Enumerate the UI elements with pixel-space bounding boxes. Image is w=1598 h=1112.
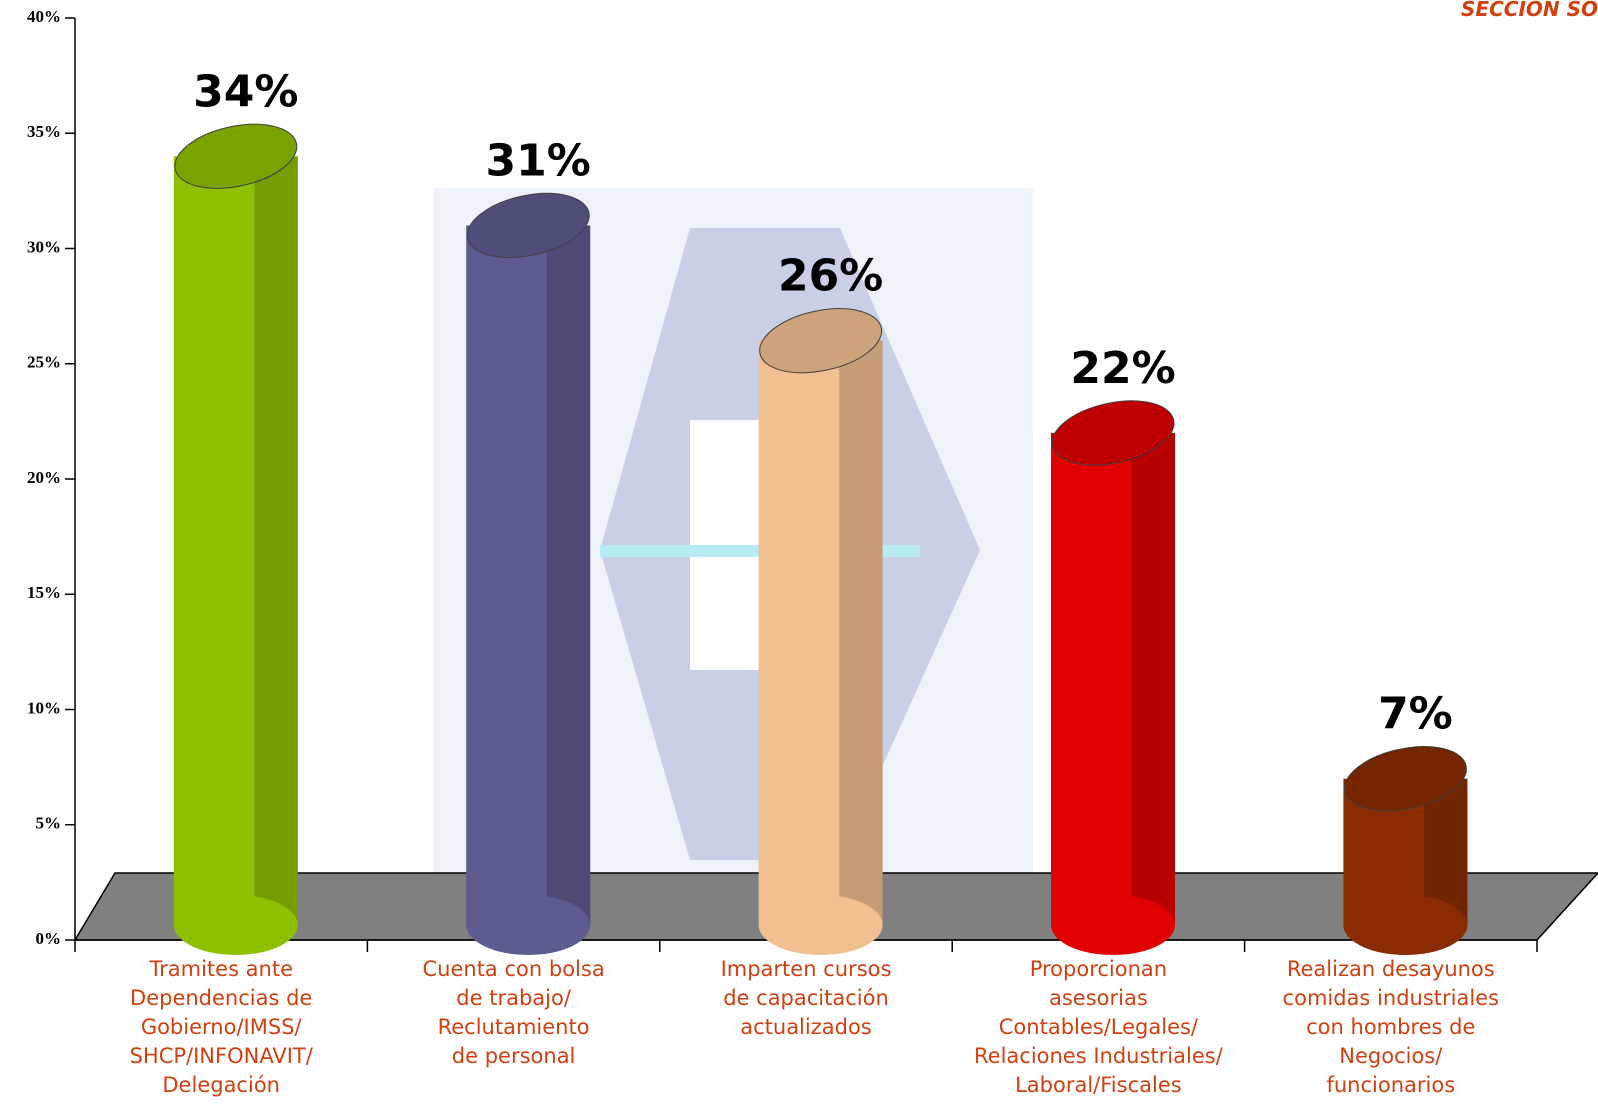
x-tick-label-line: asesorias [1049,986,1148,1010]
x-tick-label-line: Contables/Legales/ [999,1015,1199,1039]
x-tick-label-line: Tramites ante [148,957,293,981]
cylinder [1343,746,1468,955]
bar-top [174,123,298,189]
x-tick-label: Realizan desayunos comidas industriales co… [1283,957,1500,1097]
y-tick-label: 15% [27,583,61,602]
bar-base [1051,895,1176,955]
x-tick-label-line: de capacitación [723,986,889,1010]
x-tick-label-line: con hombres de [1306,1015,1475,1039]
x-tick-label-line: Laboral/Fiscales [1015,1073,1182,1097]
x-tick-label-line: Imparten cursos [721,957,892,981]
value-label: 31% [486,135,591,186]
bar-base [758,895,883,955]
x-tick-label-line: Proporcionan [1030,957,1167,981]
y-tick-label: 0% [36,929,62,948]
x-tick-label-line: Cuenta con bolsa [423,957,605,981]
value-label: 34% [193,66,298,117]
bar-base [1343,895,1468,955]
x-tick-label-line: Delegación [162,1073,280,1097]
y-tick-label: 5% [36,814,62,833]
x-tick-label-line: de personal [452,1044,576,1068]
y-tick-label: 25% [27,353,61,372]
bar [173,156,298,926]
x-tick-label-line: Dependencias de [130,986,312,1010]
bar-top-shade [1344,746,1467,811]
x-tick-label-line: Relaciones Industriales/ [974,1044,1224,1068]
bar-top-shade [1052,400,1174,465]
x-tick-label-line: de trabajo/ [456,986,572,1010]
chart-title: SECCION SO [1461,0,1598,21]
bar [466,225,591,925]
value-label: 7% [1378,689,1453,740]
bar-top-shade [174,124,297,189]
cylinder [173,123,298,955]
value-label: 22% [1070,343,1175,394]
bar-top-shade [467,193,590,258]
x-tick-label-line: funcionarios [1326,1073,1455,1097]
x-tick-label-line: SHCP/INFONAVIT/ [130,1044,314,1068]
bar-base [173,895,298,955]
x-tick-label: Proporcionan asesorias Contables/Legales/R… [974,957,1224,1097]
x-tick-label-line: Realizan desayunos [1287,957,1495,981]
x-tick-label-line: Negocios/ [1339,1044,1443,1068]
bar-top [1343,746,1467,812]
bar-shade [1131,432,1176,925]
bar-top [1051,400,1175,466]
x-tick-label: Tramites ante Dependencias de Gobierno/IMS… [130,957,314,1097]
bar-base [466,895,591,955]
bar-shade [254,156,298,926]
y-tick-label: 10% [27,698,61,717]
x-tick-label: Cuenta con bolsa de trabajo/Reclutamiento… [423,957,605,1068]
bar-top-shade [759,308,882,373]
cylinder [1051,400,1176,955]
bar [1051,432,1176,925]
x-tick-label: Imparten cursos de capacitación actualizad… [721,957,892,1039]
cylinder [758,308,883,955]
y-tick-label: 30% [27,237,61,256]
x-tick-label-line: Gobierno/IMSS/ [141,1015,303,1039]
bar-top [759,308,883,374]
y-tick-label: 35% [27,122,61,141]
y-tick-label: 20% [27,468,61,487]
bar-shade [546,225,591,925]
x-tick-label-line: actualizados [740,1015,872,1039]
value-label: 26% [778,251,883,302]
bar-top [466,192,590,259]
y-tick-label: 40% [27,7,61,26]
x-tick-label-line: Reclutamiento [438,1015,590,1039]
bar [758,340,883,925]
cylinder [466,192,591,955]
bar-shade [839,340,883,925]
x-tick-label-line: comidas industriales [1283,986,1500,1010]
